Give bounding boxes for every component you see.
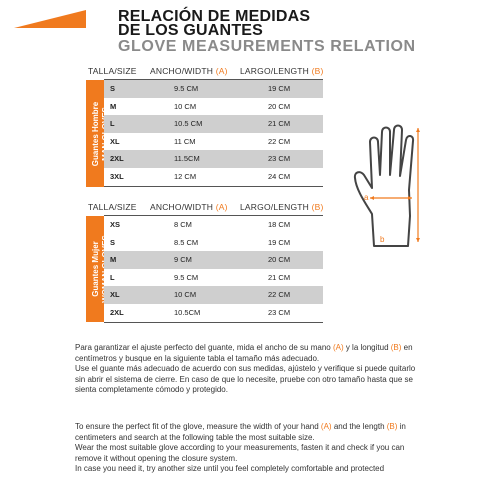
title-line-3: GLOVE MEASUREMENTS RELATION [118,38,416,55]
size-cell: M [110,101,117,111]
size-cell: XL [110,290,120,300]
width-arrow-right [408,196,412,200]
width-cell: 11.5CM [174,154,200,164]
width-cell: 11 CM [174,136,196,146]
table-row: 3XL 12 CM 24 CM [104,168,323,186]
instructions-en: To ensure the perfect fit of the glove, … [75,422,420,475]
table-row: S 9.5 CM 19 CM [104,80,323,98]
table-row: M 10 CM 20 CM [104,97,323,116]
width-cell: 8.5 CM [174,237,199,247]
table-row: XL 10 CM 22 CM [104,286,323,304]
size-cell: 2XL [110,308,124,317]
table-row: S 8.5 CM 19 CM [104,233,323,252]
width-cell: 9.5 CM [174,84,199,93]
width-cell: 9 CM [174,255,192,265]
width-cell: 9.5 CM [174,272,199,282]
table-row: M 9 CM 20 CM [104,251,323,269]
instructions-en-p3: In case you need it, try another size un… [75,464,385,473]
hand-measurement-diagram: a b [353,124,420,247]
table-row: XS 8 CM 18 CM [104,216,323,234]
width-cell: 8 CM [174,220,192,229]
size-cell: 2XL [110,154,124,164]
size-cell: S [110,237,116,247]
men-header-width: ANCHO/WIDTH (A) [150,66,228,76]
women-header-size: TALLA/SIZE [88,202,137,212]
women-header-length: LARGO/LENGTH (B) [240,202,324,212]
length-cell: 24 CM [268,172,291,181]
size-cell: 3XL [110,172,124,181]
length-cell: 21 CM [268,119,291,129]
men-header-size: TALLA/SIZE [88,66,137,76]
length-cell: 20 CM [268,255,291,265]
width-cell: 10.5 CM [174,119,203,129]
women-header-width: ANCHO/WIDTH (A) [150,202,228,212]
table-row: XL 11 CM 22 CM [104,132,323,151]
length-arrow-bottom [416,238,420,242]
width-cell: 12 CM [174,172,197,181]
hand-outline [353,124,415,247]
length-cell: 19 CM [268,84,291,93]
width-cell: 10.5CM [174,308,201,317]
length-cell: 19 CM [268,237,291,247]
women-table-bottom-rule [104,321,323,324]
length-cell: 22 CM [268,290,291,300]
men-table-top-rule [104,79,323,81]
table-row: 2XL 11.5CM 23 CM [104,150,323,168]
length-cell: 22 CM [268,136,291,146]
title-line-1: RELACIÓN DE MEDIDAS [118,8,311,25]
title-line-2: DE LOS GUANTES [118,22,264,39]
width-label-a: a [364,193,369,202]
width-cell: 10 CM [174,290,197,300]
length-label-b: b [380,235,385,244]
orange-corner-stripe [14,10,86,28]
width-arrow-left [370,196,374,200]
length-cell: 23 CM [268,154,291,164]
size-cell: L [110,272,115,282]
width-cell: 10 CM [174,101,197,111]
men-table-bottom-rule [104,185,323,188]
men-header-length: LARGO/LENGTH (B) [240,66,324,76]
length-arrow-top [416,128,420,132]
instructions-es-p2: Use el guante más adecuado de acuerdo co… [75,364,416,394]
size-cell: L [110,119,115,129]
length-cell: 23 CM [268,308,291,317]
women-label-es: Guantes Mujer [91,241,100,297]
instructions-en-p2: Wear the most suitable glove according t… [75,443,405,463]
length-cell: 18 CM [268,220,291,229]
table-row: L 10.5 CM 21 CM [104,115,323,133]
length-cell: 21 CM [268,272,291,282]
length-cell: 20 CM [268,101,291,111]
women-table-top-rule [104,215,323,217]
instructions-es: Para garantizar el ajuste perfecto del g… [75,343,420,396]
size-cell: XL [110,136,120,146]
size-cell: XS [110,220,121,229]
table-row: L 9.5 CM 21 CM [104,268,323,287]
table-row: 2XL 10.5CM 23 CM [104,304,323,322]
size-cell: S [110,84,116,93]
size-cell: M [110,255,117,265]
men-label-es: Guantes Hombre [91,101,100,166]
